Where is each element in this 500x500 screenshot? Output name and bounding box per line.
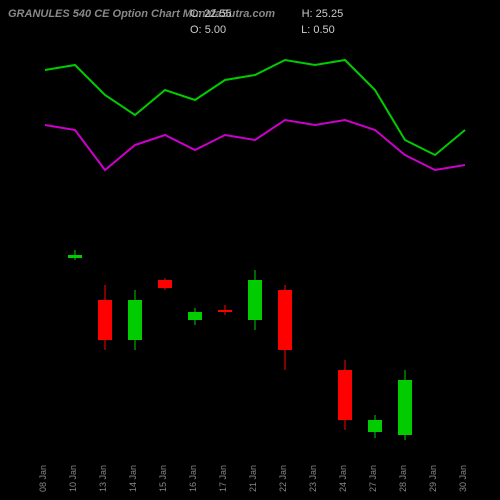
x-axis-label: 24 Jan <box>338 465 348 492</box>
info-row-1: C: 22.55 H: 25.25 <box>190 8 343 20</box>
x-axis-label: 23 Jan <box>308 465 318 492</box>
candle-body <box>158 280 172 288</box>
x-axis-label: 14 Jan <box>128 465 138 492</box>
candle-body <box>248 280 262 320</box>
candle-body <box>338 370 352 420</box>
chart-area <box>0 40 500 450</box>
x-axis-label: 28 Jan <box>398 465 408 492</box>
x-axis-label: 17 Jan <box>218 465 228 492</box>
x-axis-label: 10 Jan <box>68 465 78 492</box>
candle-body <box>278 290 292 350</box>
close-info: C: 22.55 <box>190 8 232 20</box>
x-axis-label: 15 Jan <box>158 465 168 492</box>
x-axis-label: 08 Jan <box>38 465 48 492</box>
candle-body <box>188 312 202 320</box>
x-axis-label: 16 Jan <box>188 465 198 492</box>
candle-body <box>98 300 112 340</box>
x-axis-label: 13 Jan <box>98 465 108 492</box>
candle-body <box>368 420 382 432</box>
x-axis-label: 30 Jan <box>458 465 468 492</box>
x-axis-label: 21 Jan <box>248 465 258 492</box>
candle-body <box>398 380 412 435</box>
indicator-line-2 <box>45 120 465 170</box>
high-info: H: 25.25 <box>302 8 344 20</box>
x-axis-label: 27 Jan <box>368 465 378 492</box>
candle-body <box>128 300 142 340</box>
info-row-2: O: 5.00 L: 0.50 <box>190 24 335 36</box>
x-axis-label: 29 Jan <box>428 465 438 492</box>
x-axis: 08 Jan 10 Jan 13 Jan 14 Jan 15 Jan 16 Jan 17 J… <box>0 450 500 500</box>
open-info: O: 5.00 <box>190 24 226 36</box>
chart-svg <box>0 40 500 450</box>
candle-body <box>68 255 82 258</box>
candle-body <box>218 310 232 312</box>
low-info: L: 0.50 <box>301 24 335 36</box>
x-axis-label: 22 Jan <box>278 465 288 492</box>
